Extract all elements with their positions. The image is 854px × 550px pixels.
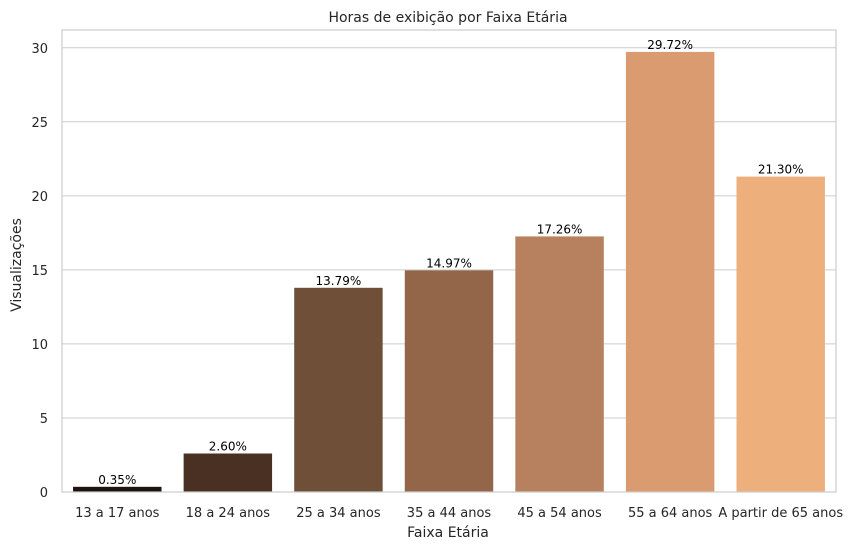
bar [736, 176, 825, 492]
plot-frame [61, 29, 837, 493]
bar-value-label: 17.26% [537, 222, 583, 236]
x-tick-label: A partir de 65 anos [718, 506, 843, 521]
x-tick-label: 55 a 64 anos [628, 506, 713, 521]
bar-value-label: 14.97% [426, 256, 472, 270]
x-tick-label: 45 a 54 anos [517, 506, 602, 521]
bar-value-label: 29.72% [647, 38, 693, 52]
y-tick-label: 30 [31, 42, 48, 57]
x-tick-label: 25 a 34 anos [296, 506, 381, 521]
x-tick-label: 35 a 44 anos [407, 506, 492, 521]
x-tick-label: 18 a 24 anos [186, 506, 271, 521]
y-tick-label: 20 [31, 190, 48, 205]
bar-value-label: 2.60% [209, 440, 247, 454]
bars [73, 51, 825, 493]
bar [515, 236, 604, 492]
x-axis-ticks: 13 a 17 anos 18 a 24 anos 25 a 34 anos 35 a… [75, 506, 843, 521]
bar-value-label: 0.35% [98, 473, 136, 487]
y-axis-label: Visualizações [9, 218, 25, 312]
data-labels: 0.35% 2.60% 13.79% 14.97% 17.26% 29.72% 21.30% [98, 38, 803, 487]
bar [404, 270, 494, 492]
x-axis-label: Faixa Etária [407, 525, 489, 541]
y-tick-label: 15 [31, 264, 48, 279]
chart-title: Horas de exibição por Faixa Etária [328, 10, 567, 26]
bar [73, 486, 162, 492]
bar [294, 287, 383, 492]
y-tick-label: 25 [31, 116, 48, 131]
bar [183, 453, 273, 492]
y-tick-label: 0 [40, 486, 48, 501]
bar [625, 51, 715, 493]
bar-value-label: 21.30% [758, 163, 804, 177]
y-axis-ticks: 0 5 10 15 20 25 30 [31, 42, 48, 501]
bar-value-label: 13.79% [316, 274, 362, 288]
y-tick-label: 5 [40, 412, 48, 427]
y-tick-label: 10 [31, 338, 48, 353]
x-tick-label: 13 a 17 anos [75, 506, 160, 521]
